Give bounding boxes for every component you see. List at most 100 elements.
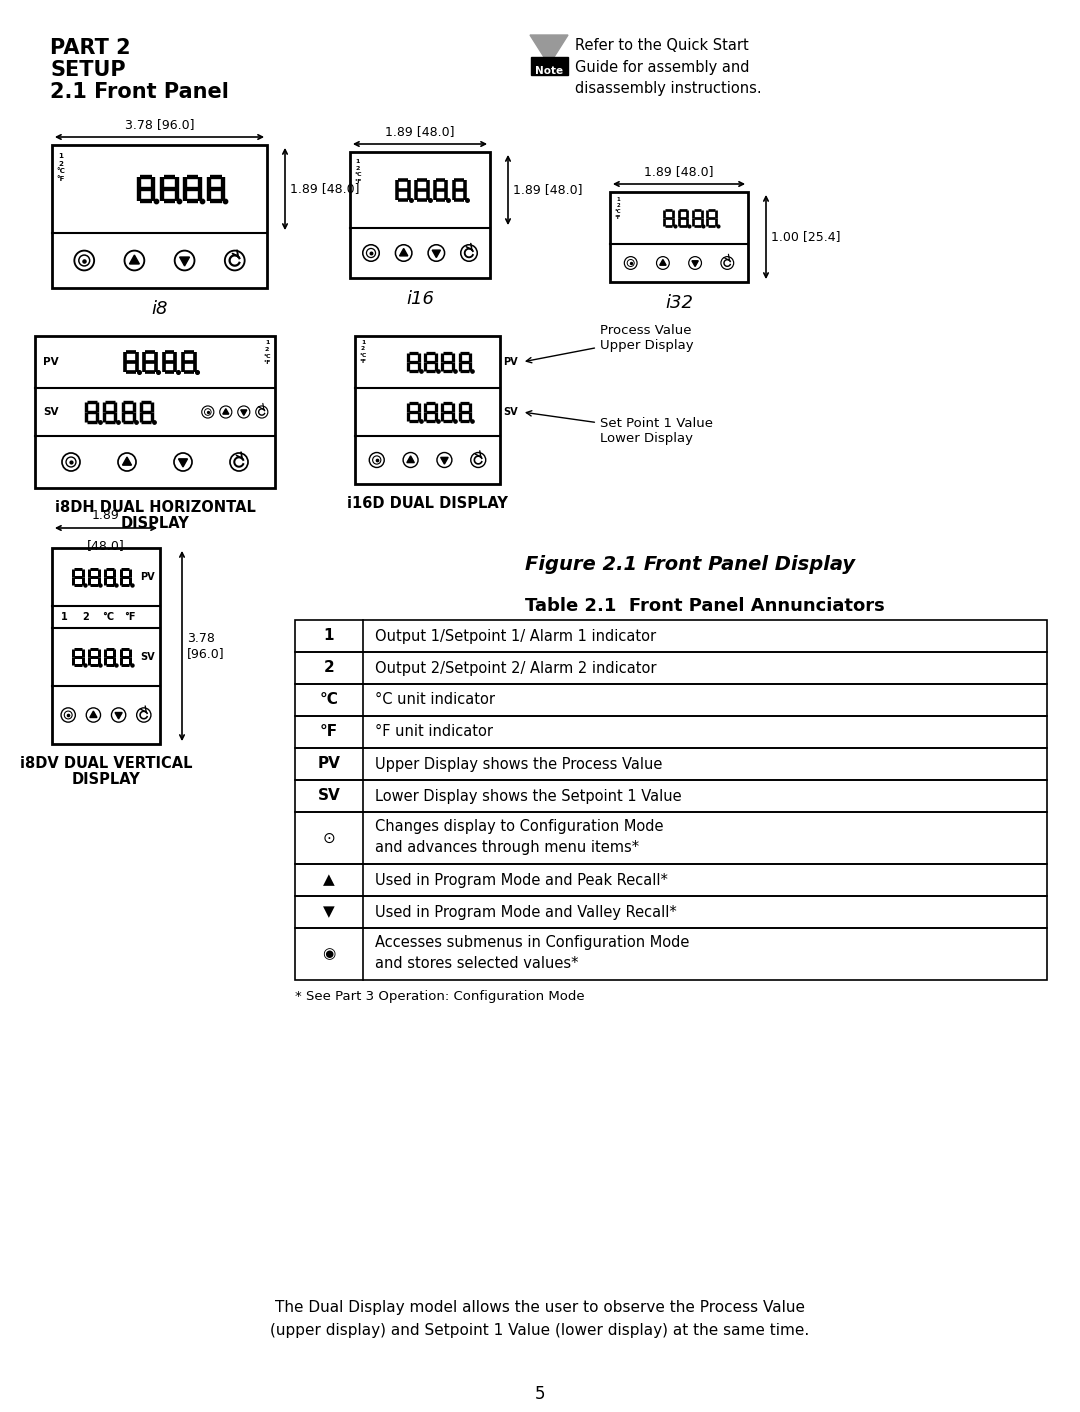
- Circle shape: [366, 249, 376, 257]
- Circle shape: [373, 456, 381, 465]
- Circle shape: [369, 452, 384, 467]
- Text: Upper Display shows the Process Value: Upper Display shows the Process Value: [375, 757, 662, 771]
- Text: Used in Program Mode and Peak Recall*: Used in Program Mode and Peak Recall*: [375, 873, 667, 888]
- Circle shape: [137, 707, 151, 722]
- Text: 2: 2: [361, 346, 365, 352]
- Circle shape: [118, 453, 136, 472]
- Text: °F: °F: [124, 611, 136, 623]
- Circle shape: [624, 257, 637, 270]
- Polygon shape: [222, 408, 229, 414]
- Text: °F: °F: [615, 215, 621, 219]
- Polygon shape: [407, 456, 415, 463]
- Circle shape: [256, 405, 268, 418]
- Text: 2: 2: [324, 661, 335, 675]
- Text: 1.89 [48.0]: 1.89 [48.0]: [291, 182, 360, 195]
- Text: 1.00 [25.4]: 1.00 [25.4]: [771, 230, 840, 243]
- Text: SV: SV: [140, 652, 156, 662]
- Circle shape: [79, 256, 90, 265]
- Text: 5: 5: [535, 1385, 545, 1404]
- Circle shape: [657, 257, 670, 270]
- Text: i8: i8: [151, 299, 167, 318]
- Text: 1: 1: [361, 340, 365, 345]
- Text: 2: 2: [83, 611, 90, 623]
- Polygon shape: [432, 250, 441, 257]
- Circle shape: [689, 257, 702, 270]
- Bar: [295, 864, 1047, 897]
- Polygon shape: [178, 459, 188, 467]
- Text: Process Value
Upper Display: Process Value Upper Display: [526, 323, 693, 363]
- Text: ◉: ◉: [322, 946, 336, 962]
- Bar: [295, 897, 1047, 928]
- Text: °F unit indicator: °F unit indicator: [375, 724, 492, 740]
- Bar: [35, 336, 275, 489]
- Bar: [610, 192, 748, 282]
- Text: 1: 1: [616, 198, 620, 202]
- Text: °C: °C: [320, 692, 338, 707]
- Text: SV: SV: [43, 407, 58, 417]
- Text: SETUP: SETUP: [50, 59, 125, 80]
- Text: °C: °C: [360, 353, 366, 359]
- Bar: [295, 928, 1047, 980]
- Text: °C: °C: [264, 353, 271, 359]
- Circle shape: [75, 250, 94, 271]
- Text: °F: °F: [264, 360, 271, 366]
- Text: SV: SV: [503, 407, 517, 417]
- Text: SV: SV: [318, 788, 340, 803]
- Text: 2.1 Front Panel: 2.1 Front Panel: [50, 82, 229, 102]
- Text: °C: °C: [354, 172, 362, 178]
- Text: i8DH DUAL HORIZONTAL: i8DH DUAL HORIZONTAL: [55, 500, 256, 515]
- Text: °F: °F: [320, 724, 338, 740]
- Text: DISPLAY: DISPLAY: [121, 515, 189, 531]
- Text: i8DV DUAL VERTICAL: i8DV DUAL VERTICAL: [19, 755, 192, 771]
- Text: PV: PV: [43, 357, 58, 367]
- Text: PART 2: PART 2: [50, 38, 131, 58]
- Circle shape: [627, 260, 634, 267]
- Text: °C unit indicator: °C unit indicator: [375, 692, 495, 707]
- Bar: [295, 683, 1047, 716]
- Text: [48.0]: [48.0]: [87, 539, 125, 552]
- Circle shape: [428, 244, 445, 261]
- Bar: [295, 779, 1047, 812]
- Circle shape: [62, 453, 80, 472]
- Text: PV: PV: [140, 572, 156, 582]
- Polygon shape: [660, 260, 666, 265]
- Text: Lower Display shows the Setpoint 1 Value: Lower Display shows the Setpoint 1 Value: [375, 788, 681, 803]
- Text: 1.89 [48.0]: 1.89 [48.0]: [513, 184, 582, 196]
- Text: 2: 2: [355, 165, 361, 171]
- Circle shape: [461, 244, 477, 261]
- Circle shape: [363, 244, 379, 261]
- Polygon shape: [179, 257, 189, 265]
- Text: Set Point 1 Value
Lower Display: Set Point 1 Value Lower Display: [526, 411, 713, 445]
- Circle shape: [225, 250, 245, 271]
- Circle shape: [219, 405, 232, 418]
- Polygon shape: [400, 249, 408, 256]
- Text: 2: 2: [58, 161, 64, 167]
- Text: 3.78 [96.0]: 3.78 [96.0]: [125, 119, 194, 131]
- Text: 1.89: 1.89: [92, 508, 120, 522]
- Polygon shape: [692, 261, 699, 267]
- Text: DISPLAY: DISPLAY: [71, 772, 140, 786]
- Text: Used in Program Mode and Valley Recall*: Used in Program Mode and Valley Recall*: [375, 905, 677, 919]
- Circle shape: [238, 405, 249, 418]
- Bar: [355, 336, 500, 484]
- Text: Output 2/Setpoint 2/ Alarm 2 indicator: Output 2/Setpoint 2/ Alarm 2 indicator: [375, 661, 657, 675]
- Polygon shape: [116, 713, 122, 719]
- Polygon shape: [122, 457, 132, 465]
- Text: 1.89 [48.0]: 1.89 [48.0]: [645, 165, 714, 178]
- Text: 1: 1: [58, 152, 64, 160]
- Text: Refer to the Quick Start
Guide for assembly and
disassembly instructions.: Refer to the Quick Start Guide for assem…: [575, 38, 761, 96]
- Text: 1: 1: [265, 340, 269, 345]
- Bar: [52, 548, 160, 744]
- Text: °F: °F: [57, 176, 65, 182]
- Text: °C: °C: [56, 168, 66, 174]
- Circle shape: [471, 452, 486, 467]
- Bar: [52, 145, 267, 288]
- Circle shape: [721, 257, 733, 270]
- Text: 2: 2: [617, 203, 620, 208]
- Text: 1: 1: [355, 160, 361, 164]
- Bar: [295, 716, 1047, 748]
- Circle shape: [395, 244, 411, 261]
- Text: °C: °C: [102, 611, 114, 623]
- Polygon shape: [241, 409, 247, 415]
- FancyBboxPatch shape: [531, 56, 568, 75]
